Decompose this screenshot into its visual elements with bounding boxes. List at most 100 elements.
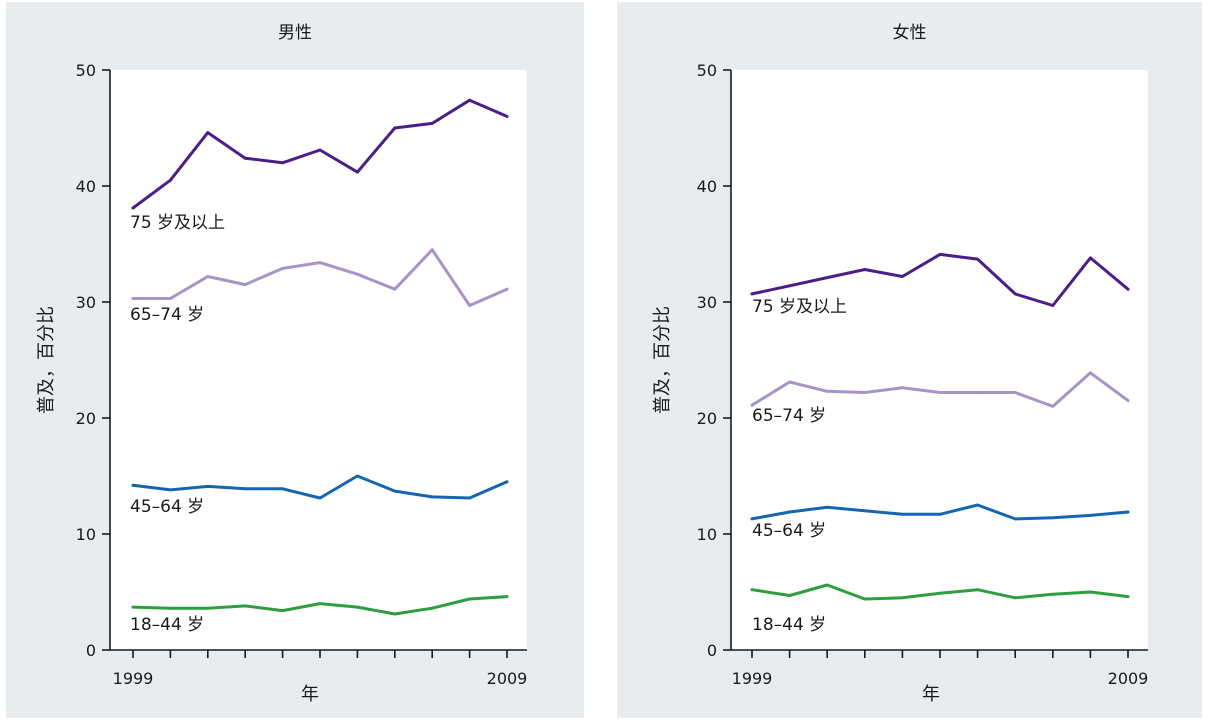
data-point [243, 487, 247, 491]
data-point [825, 276, 829, 279]
data-point [505, 115, 509, 118]
x-axis-title: 年 [301, 684, 319, 705]
data-point [976, 391, 979, 394]
data-point [281, 487, 284, 491]
y-tick-label: 20 [697, 409, 717, 428]
data-point [901, 512, 904, 516]
data-point [901, 275, 904, 278]
data-point [938, 591, 942, 595]
data-point [863, 509, 867, 513]
data-point [1126, 399, 1130, 402]
data-point [505, 595, 509, 598]
data-point [825, 389, 829, 393]
data-point [169, 297, 172, 300]
data-point [318, 602, 322, 605]
data-point [281, 267, 284, 270]
x-tick-label: 1999 [113, 669, 154, 688]
data-point [393, 612, 397, 616]
series-label: 45–64 岁 [130, 497, 204, 517]
data-point [393, 489, 397, 493]
y-tick-label: 50 [697, 61, 717, 80]
data-point [243, 156, 247, 160]
data-point [356, 474, 359, 478]
data-point [393, 126, 397, 130]
data-point [1089, 371, 1092, 375]
panel-title: 女性 [893, 23, 927, 43]
y-axis-title: 普及，百分比 [36, 306, 57, 414]
data-point [318, 148, 322, 152]
data-point [131, 206, 135, 210]
data-point [788, 594, 791, 597]
series-label: 18–44 岁 [130, 615, 204, 635]
panel-male: 男性 0 10 20 30 40 50 1999 2009 年 普及，百分比 75 岁及以上 65–74… [6, 2, 584, 718]
data-point [976, 503, 979, 507]
data-point [901, 596, 904, 600]
x-tick-label: 2009 [1108, 669, 1149, 688]
data-point [863, 391, 867, 394]
series-label: 75 岁及以上 [752, 297, 847, 317]
data-point [1013, 391, 1017, 394]
data-point [1126, 287, 1130, 291]
data-point [505, 480, 509, 484]
data-point [468, 304, 471, 307]
data-point [206, 485, 210, 488]
data-point [430, 248, 434, 252]
data-point [976, 257, 979, 261]
y-tick-label: 50 [76, 61, 96, 80]
data-point [938, 512, 942, 516]
data-point [1089, 514, 1092, 517]
data-point [131, 297, 135, 300]
data-point [1051, 405, 1055, 408]
data-point [430, 122, 434, 125]
data-point [788, 284, 791, 288]
data-point [318, 261, 322, 264]
data-point [976, 588, 979, 592]
y-tick-label: 30 [76, 293, 96, 312]
y-tick-label: 30 [697, 293, 717, 312]
data-point [206, 606, 210, 610]
series-label: 75 岁及以上 [130, 213, 225, 233]
y-tick-label: 0 [707, 641, 717, 660]
data-point [169, 178, 172, 182]
data-point [243, 604, 247, 608]
data-point [1126, 510, 1130, 514]
data-point [750, 517, 754, 521]
data-point [131, 483, 135, 487]
y-tick-label: 20 [76, 409, 96, 428]
data-point [901, 386, 904, 390]
x-tick-label: 1999 [732, 669, 773, 688]
data-point [505, 287, 509, 291]
y-tick-label: 40 [697, 177, 717, 196]
y-axis-title: 普及，百分比 [652, 306, 673, 414]
panel-female: 女性 0 10 20 30 40 50 1999 2009 年 普及，百分比 75 岁及以上 65–74… [617, 2, 1202, 718]
data-point [169, 606, 172, 610]
data-point [1013, 292, 1017, 296]
data-point [1013, 517, 1017, 521]
series-label: 45–64 岁 [752, 521, 826, 541]
data-point [1089, 590, 1092, 594]
data-point [863, 268, 867, 271]
series-label: 65–74 岁 [752, 406, 826, 426]
data-point [825, 505, 829, 509]
data-point [1051, 304, 1055, 307]
data-point [281, 161, 284, 165]
y-tick-label: 0 [86, 641, 96, 660]
data-point [750, 588, 754, 592]
data-point [131, 605, 135, 609]
y-tick-label: 10 [76, 525, 96, 544]
data-point [1089, 256, 1092, 260]
series-label: 18–44 岁 [752, 615, 826, 635]
data-point [281, 609, 284, 612]
data-point [1013, 596, 1017, 600]
data-point [750, 403, 754, 407]
plot-area [731, 70, 1148, 650]
data-point [468, 496, 471, 500]
data-point [938, 391, 942, 394]
data-point [788, 510, 791, 514]
data-point [318, 496, 322, 500]
panel-title: 男性 [278, 23, 312, 43]
data-point [206, 131, 210, 135]
data-point [243, 283, 247, 286]
data-point [468, 98, 471, 102]
